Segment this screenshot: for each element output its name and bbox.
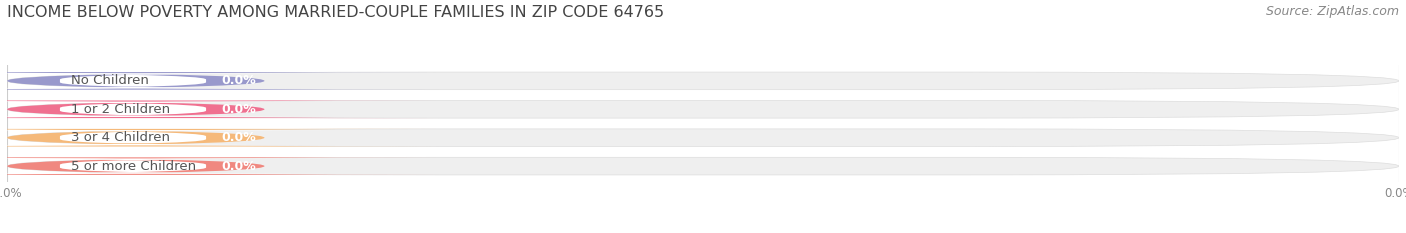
Text: 3 or 4 Children: 3 or 4 Children <box>72 131 170 144</box>
Text: 0.0%: 0.0% <box>221 131 256 144</box>
FancyBboxPatch shape <box>0 73 366 89</box>
FancyBboxPatch shape <box>0 129 439 147</box>
Text: INCOME BELOW POVERTY AMONG MARRIED-COUPLE FAMILIES IN ZIP CODE 64765: INCOME BELOW POVERTY AMONG MARRIED-COUPL… <box>7 5 664 20</box>
Text: 0.0%: 0.0% <box>221 74 256 87</box>
FancyBboxPatch shape <box>0 157 439 175</box>
FancyBboxPatch shape <box>0 100 439 118</box>
FancyBboxPatch shape <box>0 102 366 117</box>
Text: 0.0%: 0.0% <box>221 160 256 173</box>
Text: Source: ZipAtlas.com: Source: ZipAtlas.com <box>1265 5 1399 18</box>
Text: 0.0%: 0.0% <box>221 103 256 116</box>
FancyBboxPatch shape <box>7 100 1399 118</box>
FancyBboxPatch shape <box>0 130 366 145</box>
FancyBboxPatch shape <box>0 158 366 174</box>
FancyBboxPatch shape <box>0 72 439 90</box>
FancyBboxPatch shape <box>7 129 1399 147</box>
Text: No Children: No Children <box>72 74 149 87</box>
FancyBboxPatch shape <box>7 72 1399 90</box>
FancyBboxPatch shape <box>7 157 1399 175</box>
Text: 5 or more Children: 5 or more Children <box>72 160 197 173</box>
Text: 1 or 2 Children: 1 or 2 Children <box>72 103 170 116</box>
